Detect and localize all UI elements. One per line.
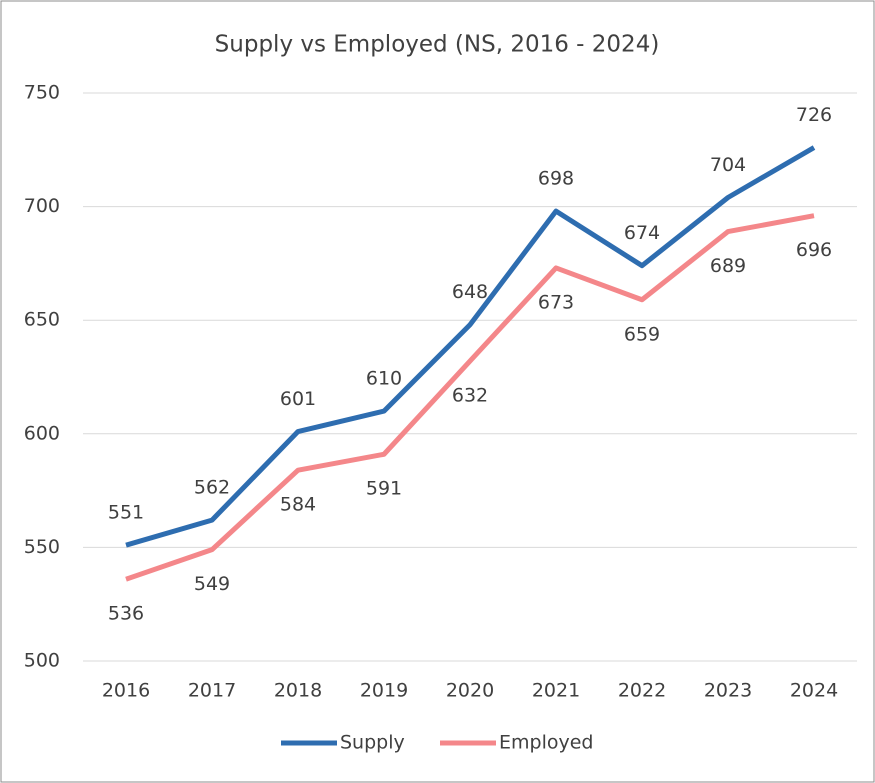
data-label: 549 xyxy=(194,573,230,595)
data-label: 704 xyxy=(710,154,746,176)
data-label: 584 xyxy=(280,494,316,516)
data-label: 648 xyxy=(452,281,488,303)
legend-label: Supply xyxy=(340,732,405,754)
x-tick-label: 2016 xyxy=(102,680,150,702)
data-label: 601 xyxy=(280,388,316,410)
y-tick-label: 550 xyxy=(24,536,60,558)
data-label: 689 xyxy=(710,255,746,277)
data-label: 698 xyxy=(538,168,574,190)
y-tick-label: 600 xyxy=(24,422,60,444)
legend-label: Employed xyxy=(499,732,593,754)
series-line xyxy=(125,145,816,548)
x-tick-label: 2024 xyxy=(790,680,838,702)
data-label: 536 xyxy=(108,603,144,625)
data-label: 562 xyxy=(194,477,230,499)
x-tick-label: 2021 xyxy=(532,680,580,702)
data-label: 591 xyxy=(366,478,402,500)
data-label: 632 xyxy=(452,385,488,407)
data-label: 674 xyxy=(624,222,660,244)
data-label: 610 xyxy=(366,368,402,390)
x-tick-label: 2019 xyxy=(360,680,408,702)
series-line xyxy=(125,213,815,582)
data-label: 659 xyxy=(624,323,660,345)
x-tick-label: 2017 xyxy=(188,680,236,702)
data-label: 726 xyxy=(796,104,832,126)
data-label: 551 xyxy=(108,502,144,524)
x-tick-label: 2018 xyxy=(274,680,322,702)
x-tick-label: 2020 xyxy=(446,680,494,702)
y-tick-label: 750 xyxy=(24,82,60,104)
chart-title: Supply vs Employed (NS, 2016 - 2024) xyxy=(215,32,660,58)
y-tick-label: 650 xyxy=(24,309,60,331)
y-tick-label: 700 xyxy=(24,195,60,217)
data-label: 696 xyxy=(796,239,832,261)
data-label: 673 xyxy=(538,291,574,313)
x-tick-label: 2023 xyxy=(704,680,752,702)
y-tick-label: 500 xyxy=(24,650,60,672)
x-tick-label: 2022 xyxy=(618,680,666,702)
